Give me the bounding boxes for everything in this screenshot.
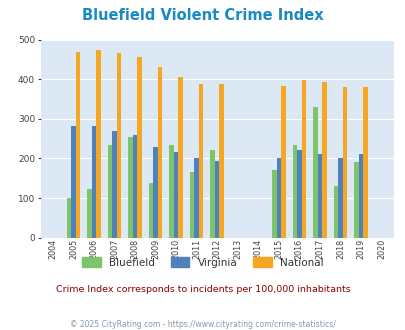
Bar [190,172,194,238]
Bar [137,57,141,238]
Bar [153,147,158,238]
Text: Bluefield Violent Crime Index: Bluefield Violent Crime Index [82,8,323,23]
Bar [276,158,280,238]
Bar [96,50,100,238]
Bar [353,162,358,238]
Text: Crime Index corresponds to incidents per 100,000 inhabitants: Crime Index corresponds to incidents per… [55,285,350,294]
Bar [271,170,276,238]
Bar [317,154,321,238]
Bar [149,183,153,238]
Bar [178,77,183,238]
Bar [301,80,305,238]
Bar [158,67,162,238]
Bar [210,150,214,238]
Bar [198,84,203,238]
Bar [128,137,132,238]
Bar [66,198,71,238]
Bar [219,84,224,238]
Bar [92,125,96,238]
Bar [312,107,317,238]
Bar [333,186,337,238]
Bar [358,154,362,238]
Bar [173,152,178,238]
Bar [337,158,342,238]
Bar [117,53,121,238]
Bar [214,161,219,238]
Bar [132,135,137,238]
Bar [342,87,346,238]
Bar [71,125,75,238]
Bar [194,158,198,238]
Bar [75,52,80,238]
Legend: Bluefield, Virginia, National: Bluefield, Virginia, National [79,254,326,271]
Text: © 2025 CityRating.com - https://www.cityrating.com/crime-statistics/: © 2025 CityRating.com - https://www.city… [70,320,335,329]
Bar [107,145,112,238]
Bar [292,145,296,238]
Bar [112,131,117,238]
Bar [362,87,367,238]
Bar [87,189,92,238]
Bar [321,82,326,238]
Bar [280,86,285,238]
Bar [169,145,173,238]
Bar [296,150,301,238]
